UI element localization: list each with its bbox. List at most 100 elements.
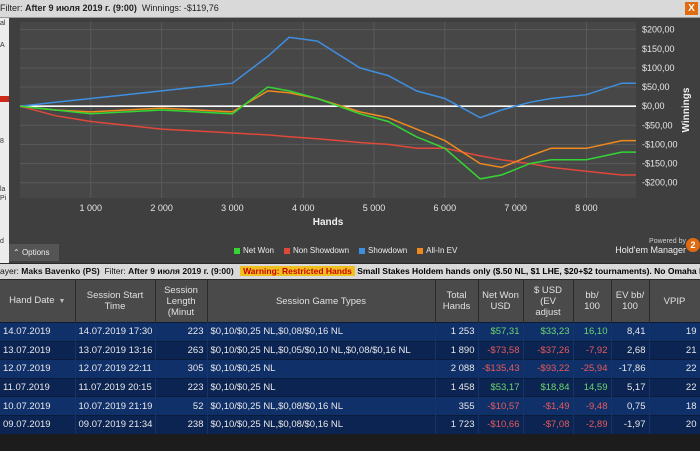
table-cell: -17,86 (611, 359, 650, 379)
y-tick-label: $150,00 (642, 44, 675, 54)
legend-label: All-In EV (426, 246, 458, 255)
header-label: VPIP (663, 295, 686, 307)
table-cell: -$135,43 (478, 359, 524, 379)
brand-name: Hold'em Manager (615, 245, 686, 255)
header-label: Total Hands (442, 290, 471, 312)
table-cell: 14.07.2019 17:30 (75, 322, 156, 342)
table-cell: 305 (155, 359, 208, 379)
table-cell: 22 (649, 359, 700, 379)
powered-by: Powered by Hold'em Manager (615, 237, 686, 255)
left-strip-char: al (0, 20, 6, 27)
table-row[interactable]: 10.07.2019 10.07.2019 21:19 52 $0,10/$0,25 … (0, 396, 700, 416)
column-header-vpip[interactable]: VPIP (649, 280, 700, 323)
left-strip-char: d (0, 238, 4, 245)
legend-swatch (234, 247, 240, 254)
table-cell: $18,84 (523, 377, 574, 397)
left-strip-char: la (0, 186, 6, 193)
table-cell: 21 (649, 340, 700, 360)
legend-item-showdown[interactable]: Showdown (359, 246, 407, 255)
column-header-net-won[interactable]: Net Won USD (478, 280, 524, 323)
column-header-bb100[interactable]: bb/ 100 (573, 280, 612, 323)
table-row[interactable]: 09.07.2019 09.07.2019 21:34 238 $0,10/$0,25… (0, 414, 700, 434)
series-line-all-in-ev (19, 90, 636, 169)
table-cell: 10.07.2019 21:19 (75, 396, 156, 416)
close-icon[interactable]: X (685, 2, 698, 15)
x-tick-label: 8 000 (575, 203, 598, 213)
options-button[interactable]: ⌃ Options (9, 244, 59, 261)
table-cell: 1 253 (435, 322, 479, 342)
legend-swatch (359, 247, 366, 254)
legend-item-non-showdown[interactable]: Non Showdown (283, 246, 349, 255)
table-row[interactable]: 14.07.2019 14.07.2019 17:30 223 $0,10/$0,25… (0, 322, 700, 342)
column-header-ev-bb100[interactable]: EV bb/ 100 (611, 280, 650, 323)
y-tick-label: $200,00 (642, 25, 675, 35)
y-tick-label: $50,00 (642, 82, 670, 92)
series-line-non-showdown (19, 105, 636, 176)
table-row[interactable]: 12.07.2019 12.07.2019 22:11 305 $0,10/$0,25… (0, 359, 700, 379)
filter-value[interactable]: After 9 июля 2019 г. (9:00) (25, 3, 137, 13)
table-cell: 13.07.2019 (0, 340, 76, 360)
x-tick-label: 7 000 (504, 203, 527, 213)
column-header-ev-adjusted[interactable]: $ USD (EV adjust (523, 280, 574, 323)
column-header-session-start[interactable]: Session Start Time (75, 280, 156, 323)
table-cell: 10.07.2019 (0, 396, 76, 416)
table-header-row: Hand Date ▼ Session Start Time Session Le… (0, 280, 700, 323)
legend-label: Showdown (368, 246, 408, 255)
table-cell: 0,75 (611, 396, 650, 416)
column-header-total-hands[interactable]: Total Hands (435, 280, 479, 323)
legend-item-net-won[interactable]: Net Won (234, 246, 274, 255)
column-header-session-length[interactable]: Session Length (Minut (155, 280, 208, 323)
table-cell: 13.07.2019 13:16 (75, 340, 156, 360)
x-tick-label: 3 000 (221, 203, 244, 213)
powered-by-text: Powered by (649, 238, 686, 245)
table-cell: $0,10/$0,25 NL,$0,08/$0,16 NL (207, 414, 436, 434)
table-cell: 12.07.2019 (0, 359, 76, 379)
table-cell: $0,10/$0,25 NL,$0,08/$0,16 NL (207, 396, 436, 416)
table-cell: -$1,49 (523, 396, 574, 416)
table-cell: 223 (155, 377, 208, 397)
table-cell: 1 890 (435, 340, 479, 360)
table-cell: $57,31 (478, 322, 524, 342)
left-strip-marker (0, 96, 9, 102)
table-cell: -$7,08 (523, 414, 574, 434)
hm2-logo-icon: 2 (686, 238, 700, 252)
y-axis-label: Winnings (681, 87, 692, 132)
table-cell: -1,97 (611, 414, 650, 434)
table-cell: 22 (649, 377, 700, 397)
winnings-label: Winnings: (141, 3, 182, 13)
header-label: $ USD (EV adjust (534, 284, 562, 318)
y-tick-label: $100,00 (642, 63, 675, 73)
column-header-game-types[interactable]: Session Game Types (207, 280, 436, 323)
header-label: bb/ 100 (584, 290, 600, 312)
warning-badge: Warning: Restricted Hands (240, 266, 355, 276)
warning-text: Small Stakes Holdem hands only ($.50 NL,… (357, 266, 700, 276)
sort-desc-icon: ▼ (58, 298, 66, 305)
table-cell: -$73,58 (478, 340, 524, 360)
table-cell: -25,94 (573, 359, 612, 379)
table-cell: 14,59 (573, 377, 612, 397)
y-tick-label: $0,00 (642, 101, 665, 111)
winnings-graph[interactable]: $200,00 $150,00 $100,00 $50,00 $0,00 -$50,00 -… (9, 18, 700, 263)
table-cell: 16,10 (573, 322, 612, 342)
winnings-graph-panel: $200,00 $150,00 $100,00 $50,00 $0,00 -$50,00 -… (9, 18, 700, 263)
header-label: Session Game Types (275, 295, 367, 307)
table-cell: 2 088 (435, 359, 479, 379)
legend-label: Net Won (243, 246, 274, 255)
table-cell: 355 (435, 396, 479, 416)
info-filter-prefix: Filter: (104, 266, 126, 276)
table-cell: -2,89 (573, 414, 612, 434)
header-label: Session Length (Minut (164, 284, 198, 318)
table-cell: 1 723 (435, 414, 479, 434)
column-header-hand-date[interactable]: Hand Date ▼ (0, 280, 76, 323)
table-row[interactable]: 11.07.2019 11.07.2019 20:15 223 $0,10/$0,25… (0, 377, 700, 397)
table-cell: $0,10/$0,25 NL,$0,08/$0,16 NL (207, 322, 436, 342)
table-cell: $0,10/$0,25 NL (207, 359, 436, 379)
legend-swatch (417, 247, 424, 254)
table-cell: 1 458 (435, 377, 479, 397)
y-tick-label: -$150,00 (642, 159, 678, 169)
legend-item-all-in-ev[interactable]: All-In EV (417, 246, 457, 255)
y-tick-label: -$50,00 (642, 120, 673, 130)
graph-legend: Net Won Non Showdown Showdown All-In EV (234, 246, 457, 255)
table-row[interactable]: 13.07.2019 13.07.2019 13:16 263 $0,10/$0,25… (0, 340, 700, 360)
table-cell: 223 (155, 322, 208, 342)
